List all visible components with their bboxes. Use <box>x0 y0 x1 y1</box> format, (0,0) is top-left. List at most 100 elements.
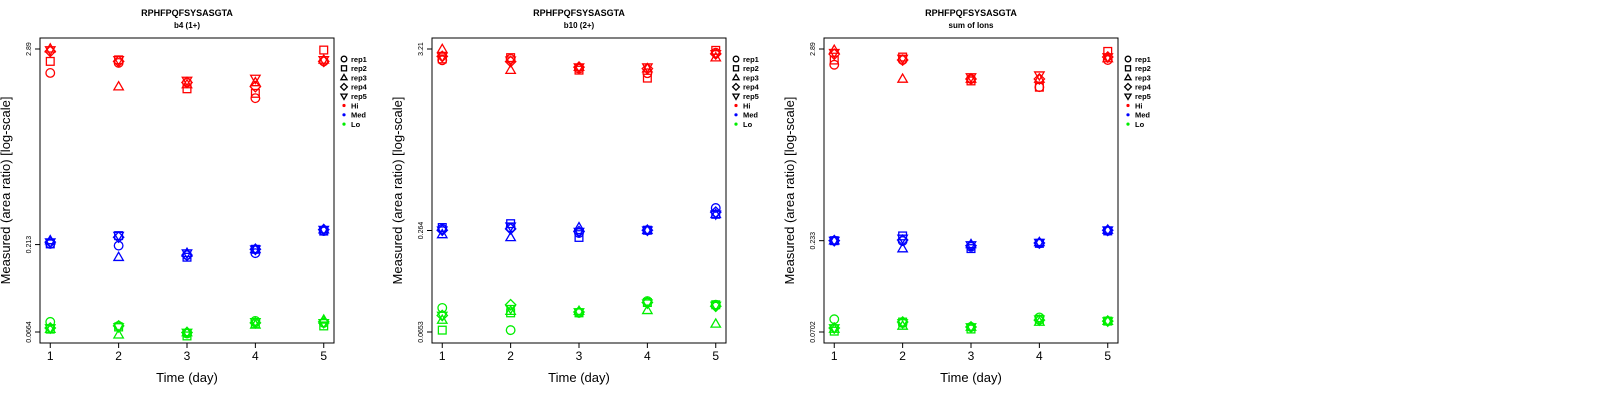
data-point-lo-rep1-day2 <box>505 325 516 336</box>
data-point-med-rep5-day4 <box>249 245 262 256</box>
legend-label-med: Med <box>1135 111 1150 120</box>
data-point-hi-rep5-day2 <box>112 55 125 67</box>
legend-marker-rep3 <box>339 73 349 81</box>
y-axis-label: Measured (area ratio) [log-scale] <box>782 97 797 285</box>
y-tick-label: 2.89 <box>26 42 33 56</box>
legend-marker-rep4 <box>731 82 741 92</box>
chart-subtitle: sum of Ions <box>949 21 994 30</box>
data-point-hi-rep3-day4 <box>249 76 262 87</box>
y-axis-label: Measured (area ratio) [log-scale] <box>0 97 13 285</box>
legend-label-rep3: rep3 <box>1135 73 1151 82</box>
data-point-lo-rep4-day2 <box>504 298 517 311</box>
data-point-med-rep5-day1 <box>44 238 57 249</box>
legend-label-lo: Lo <box>1135 120 1145 129</box>
data-point-med-rep5-day2 <box>504 222 517 233</box>
legend-label-rep2: rep2 <box>743 64 759 73</box>
legend-dot-hi <box>342 103 346 108</box>
legend-label-med: Med <box>743 111 758 120</box>
chart-subtitle: b4 (1+) <box>174 21 200 30</box>
data-point-hi-rep5-day3 <box>181 76 193 87</box>
data-point-hi-rep1-day4 <box>250 93 261 104</box>
data-point-hi-rep5-day1 <box>44 46 57 57</box>
legend-label-rep5: rep5 <box>351 92 367 101</box>
data-point-hi-rep2-day5 <box>1103 46 1113 56</box>
data-point-med-rep5-day5 <box>317 225 330 236</box>
chart-title: RPHFPQFSYSASGTA <box>533 8 625 18</box>
y-tick-label: 3.21 <box>418 42 425 56</box>
data-point-med-rep5-day4 <box>1033 238 1046 249</box>
data-point-lo-rep5-day1 <box>828 324 841 335</box>
x-tick-label: 4 <box>644 349 651 363</box>
legend-label-hi: Hi <box>1135 101 1143 110</box>
data-point-med-rep5-day5 <box>709 210 722 221</box>
legend-marker-rep2 <box>732 65 740 72</box>
data-point-med-rep5-day1 <box>436 226 449 237</box>
legend-label-rep4: rep4 <box>743 83 760 92</box>
data-point-hi-rep5-day4 <box>641 63 654 74</box>
legend-label-rep1: rep1 <box>743 55 759 64</box>
legend-marker-rep2 <box>340 65 348 72</box>
data-point-med-rep3-day5 <box>317 223 330 234</box>
y-tick-label: 2.89 <box>810 42 817 56</box>
data-point-med-rep2-day3 <box>574 232 584 242</box>
y-tick-label: 0.213 <box>26 236 33 254</box>
data-point-med-rep3-day4 <box>641 223 654 235</box>
chart-subtitle: b10 (2+) <box>564 21 595 30</box>
legend-marker-rep2 <box>1124 65 1132 72</box>
chart-panel-2: RPHFPQFSYSASGTA b10 (2+) 1 2 3 4 5 Time (day) 0.… <box>390 8 760 385</box>
data-point-hi-rep2-day5 <box>319 45 329 55</box>
x-axis-label: Time (day) <box>548 370 610 385</box>
legend-marker-rep1 <box>1124 55 1132 63</box>
x-tick-label: 5 <box>1104 349 1111 363</box>
data-point-lo-rep5-day3 <box>573 308 585 319</box>
data-point-hi-rep2-day1 <box>829 55 839 65</box>
data-point-med-rep3-day2 <box>896 242 909 253</box>
data-point-med-rep5-day2 <box>896 234 909 245</box>
chart-title: RPHFPQFSYSASGTA <box>141 8 233 18</box>
data-point-hi-rep5-day3 <box>573 63 585 74</box>
data-point-hi-rep2-day4 <box>250 88 260 98</box>
data-point-hi-rep3-day2 <box>896 72 909 83</box>
data-point-hi-rep3-day4 <box>1033 72 1046 83</box>
data-point-hi-rep2-day1 <box>437 54 447 64</box>
legend-label-lo: Lo <box>351 120 361 129</box>
data-point-lo-rep3-day5 <box>1101 314 1114 325</box>
data-point-hi-rep4-day4 <box>1033 72 1046 86</box>
x-tick-label: 1 <box>439 349 446 363</box>
legend-marker-rep5 <box>1123 93 1133 101</box>
data-point-hi-rep2-day1 <box>45 56 55 66</box>
data-point-lo-rep3-day3 <box>965 320 977 331</box>
data-point-hi-rep1-day4 <box>642 68 653 79</box>
data-point-hi-rep5-day4 <box>249 74 262 85</box>
data-point-hi-rep5-day5 <box>317 55 330 67</box>
data-point-med-rep2-day3 <box>966 244 976 254</box>
x-tick-label: 2 <box>899 349 906 363</box>
data-point-lo-rep5-day1 <box>44 324 57 335</box>
data-point-lo-rep5-day2 <box>112 323 125 334</box>
data-point-hi-rep5-day2 <box>504 56 517 67</box>
data-point-med-rep1-day5 <box>710 203 721 213</box>
x-tick-label: 1 <box>47 349 54 363</box>
legend-marker-rep1 <box>340 55 348 63</box>
data-point-lo-rep5-day2 <box>504 304 517 315</box>
y-tick-label: 0.0702 <box>810 321 817 343</box>
x-tick-label: 4 <box>252 349 259 363</box>
legend-label-med: Med <box>351 111 366 120</box>
data-point-hi-rep3-day3 <box>573 60 585 72</box>
chart-title: RPHFPQFSYSASGTA <box>925 8 1017 18</box>
data-point-lo-rep3-day4 <box>641 304 654 315</box>
y-tick-label: 0.0653 <box>418 321 425 343</box>
data-point-hi-rep3-day1 <box>436 42 449 54</box>
x-tick-label: 1 <box>831 349 838 363</box>
data-point-med-rep3-day2 <box>504 231 517 242</box>
data-point-hi-rep1-day1 <box>45 67 56 78</box>
data-point-lo-rep2-day1 <box>437 325 447 335</box>
x-axis-label: Time (day) <box>940 370 1002 385</box>
x-tick-label: 2 <box>507 349 514 363</box>
legend-label-rep4: rep4 <box>1135 83 1152 92</box>
data-point-lo-rep5-day2 <box>896 319 909 330</box>
legend-dot-lo <box>734 122 738 126</box>
